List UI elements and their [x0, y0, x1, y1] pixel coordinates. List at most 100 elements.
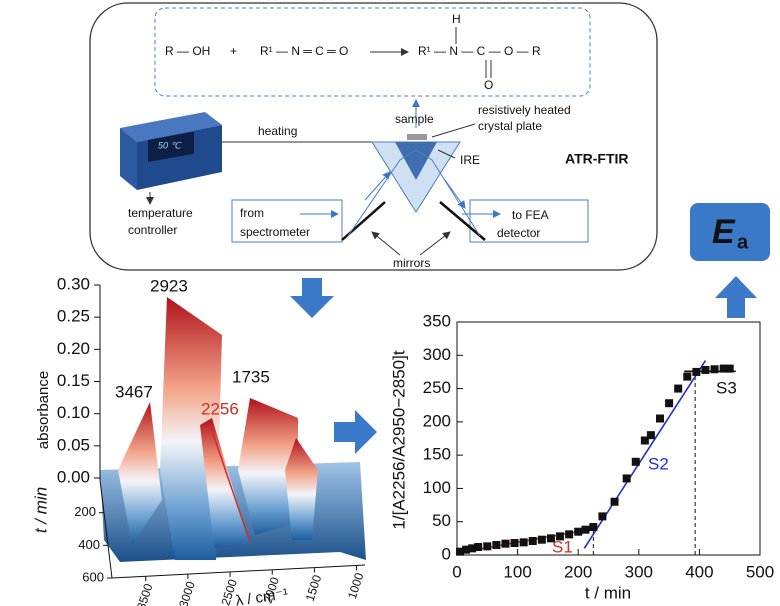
plus: + [230, 44, 237, 58]
z-tick-label: 0.05 [57, 435, 90, 454]
point [474, 543, 483, 552]
pointer [431, 123, 476, 138]
plot-frame [456, 321, 761, 556]
point [598, 512, 607, 521]
z-axis-label: absorbance [35, 371, 52, 449]
fit-label: S3 [716, 378, 737, 397]
point [710, 365, 719, 374]
x-tick-label: 400 [685, 562, 713, 581]
fit-label: S2 [648, 454, 669, 473]
point [462, 545, 471, 554]
x-tick-label: 500 [746, 562, 774, 581]
point [622, 474, 631, 483]
point [510, 539, 519, 548]
beam [347, 149, 481, 237]
surface-peak [118, 402, 162, 545]
point [646, 431, 655, 440]
point [483, 542, 492, 551]
point [701, 365, 710, 374]
result-box [690, 203, 770, 261]
mirror [439, 201, 486, 241]
trace [209, 424, 251, 543]
label: temperature [128, 206, 193, 220]
point [574, 527, 583, 536]
t-axis [99, 479, 113, 579]
heater [120, 128, 137, 190]
label: controller [128, 223, 177, 237]
label: heating [258, 124, 297, 138]
point [665, 399, 674, 408]
x-axis [111, 564, 366, 579]
point [631, 457, 640, 466]
y-tick-label: 50 [432, 511, 451, 530]
arrow [364, 171, 391, 201]
y-axis-label: 1/[A2256/A2950−2850]t [389, 350, 408, 529]
point [719, 364, 728, 373]
point [581, 525, 590, 534]
point [610, 497, 619, 506]
point [692, 367, 701, 376]
beam-box [231, 199, 343, 243]
x-tick-label: 300 [625, 562, 653, 581]
setup-frame [89, 2, 658, 271]
x-tick-label: 100 [503, 562, 531, 581]
x-tick-label: 3000 [176, 579, 198, 606]
y-tick-label: 0 [442, 544, 451, 563]
x-axis-label: t / min [585, 583, 631, 602]
flow-arrow [715, 276, 757, 318]
point [683, 372, 692, 381]
t-axis-label: t / min [31, 487, 50, 533]
pointer [437, 149, 456, 159]
label: IRE [460, 153, 480, 167]
result-subscript: a [737, 231, 749, 253]
temperature: 50 ℃ [158, 140, 182, 150]
x-tick-label: 3500 [134, 582, 156, 606]
surface-peak [285, 438, 318, 540]
point [589, 523, 598, 532]
ire [395, 142, 437, 180]
point [492, 541, 501, 550]
reaction-frame [154, 7, 591, 97]
pointer [419, 231, 451, 256]
x-tick-label: 0 [452, 562, 461, 581]
t-tick-label: 200 [74, 504, 96, 519]
point [640, 436, 649, 445]
label: from [240, 206, 264, 220]
y-tick-label: 100 [423, 478, 451, 497]
result: E [712, 213, 736, 251]
z-tick-label: 0.10 [57, 403, 90, 422]
heater [120, 112, 222, 142]
crystal [407, 134, 427, 140]
point [456, 547, 465, 556]
flow-arrow [290, 278, 334, 318]
y-tick-label: 350 [423, 311, 451, 330]
product-atom: O [484, 78, 493, 92]
point [546, 534, 555, 543]
label: detector [497, 226, 540, 240]
y-tick-label: 300 [423, 345, 451, 364]
z-tick-label: 0.25 [57, 307, 90, 326]
x-axis-label: λ / cm⁻¹ [235, 585, 290, 606]
x-tick-label: 200 [564, 562, 592, 581]
setup: R — OH + R¹ — N ═ C ═ O R¹ — N — C — O —… [89, 2, 658, 271]
y-tick-label: 200 [423, 411, 451, 430]
point [725, 364, 734, 373]
point [674, 384, 683, 393]
z-tick-label: 0.30 [57, 274, 90, 293]
technique: ATR-FTIR [565, 151, 629, 167]
label: sample [395, 112, 434, 126]
point [519, 538, 528, 547]
surface-peak [160, 297, 222, 560]
label: crystal plate [478, 119, 542, 133]
reactant: R¹ — N ═ C ═ O [260, 44, 348, 58]
y-tick-label: 250 [423, 378, 451, 397]
point [501, 539, 510, 548]
x-tick-label: 1000 [345, 571, 367, 601]
arrow [444, 179, 466, 209]
point [528, 537, 537, 546]
pointer [371, 231, 401, 256]
label: mirrors [393, 256, 430, 270]
point [468, 544, 477, 553]
fit-label: S1 [552, 537, 573, 556]
